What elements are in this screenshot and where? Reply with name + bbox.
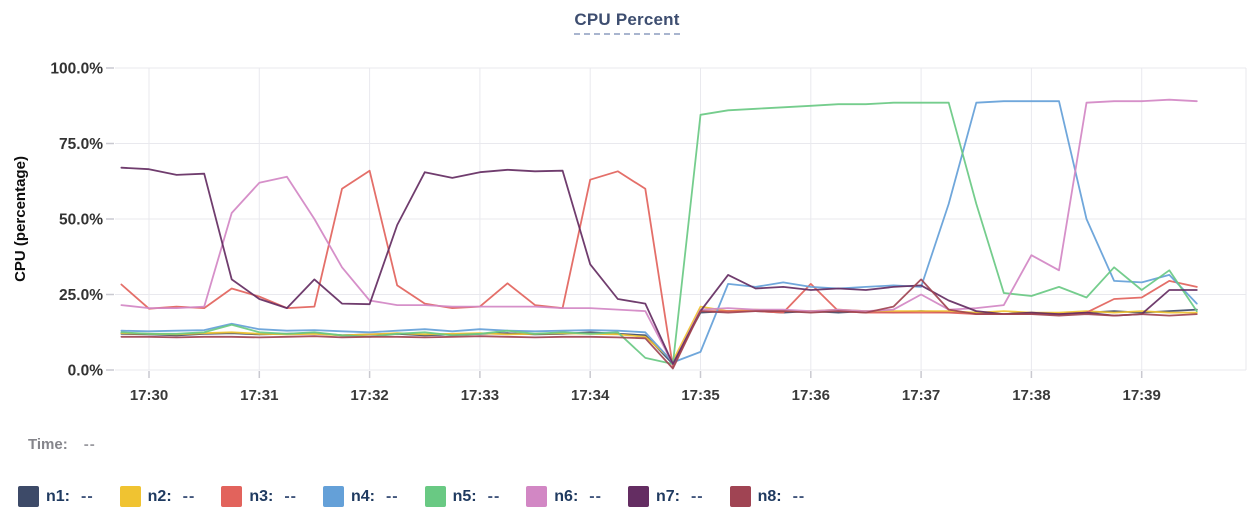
x-tick-label: 17:35 <box>681 387 719 404</box>
time-readout: Time: -- <box>28 436 96 453</box>
legend-swatch-icon <box>627 486 649 507</box>
y-tick-label: 75.0% <box>59 136 103 153</box>
legend-item-n7[interactable]: n7: -- <box>627 486 704 507</box>
series-line-n4[interactable] <box>120 100 1198 364</box>
legend-value: -- <box>487 487 501 505</box>
y-tick-label: 50.0% <box>59 212 103 229</box>
legend-item-n5[interactable]: n5: -- <box>424 486 501 507</box>
legend-value: -- <box>589 487 602 505</box>
legend-value: -- <box>182 487 196 505</box>
y-tick-label: 100.0% <box>50 61 103 78</box>
chart-title[interactable]: CPU Percent <box>574 10 680 35</box>
x-tick-label: 17:36 <box>792 387 830 404</box>
x-tick-label: 17:32 <box>350 387 388 404</box>
x-tick-label: 17:31 <box>240 387 278 404</box>
legend-label: n3: <box>249 487 274 505</box>
legend-item-n2[interactable]: n2: -- <box>119 486 196 507</box>
legend-item-n1[interactable]: n1: -- <box>18 486 94 507</box>
legend-value: -- <box>690 487 704 505</box>
legend-swatch-icon <box>729 486 751 507</box>
cpu-line-chart[interactable]: 0.0% 25.0% 50.0% 75.0% 100.0% 17:30 17:31 17:32… <box>0 40 1254 436</box>
legend-value: -- <box>284 487 297 505</box>
legend-swatch-icon <box>424 486 446 507</box>
legend-swatch-icon <box>221 486 243 507</box>
y-tick-label: 0.0% <box>68 363 104 380</box>
y-tick-label: 25.0% <box>59 287 103 304</box>
legend-label: n8: <box>757 487 782 505</box>
series-line-n2[interactable] <box>120 305 1198 362</box>
legend-label: n1: <box>46 487 70 505</box>
legend-item-n6[interactable]: n6: -- <box>526 486 602 507</box>
x-tick-label: 17:33 <box>461 387 499 404</box>
legend-label: n2: <box>147 487 172 505</box>
legend-value: -- <box>792 487 806 505</box>
legend-item-n8[interactable]: n8: -- <box>729 486 806 507</box>
time-value: -- <box>83 436 96 453</box>
legend-value: -- <box>81 487 94 505</box>
legend-label: n5: <box>452 487 477 505</box>
legend-swatch-icon <box>526 486 548 507</box>
x-tick-label: 17:38 <box>1012 387 1050 404</box>
legend-label: n4: <box>350 487 375 505</box>
time-label: Time: <box>28 436 68 453</box>
x-tick-label: 17:30 <box>130 387 168 404</box>
legend-item-n3[interactable]: n3: -- <box>221 486 297 507</box>
legend-value: -- <box>385 487 399 505</box>
series-line-n5[interactable] <box>120 101 1198 365</box>
legend-label: n7: <box>655 487 680 505</box>
legend-label: n6: <box>554 487 579 505</box>
series-line-n6[interactable] <box>120 98 1198 365</box>
chart-header: CPU Percent <box>0 10 1254 35</box>
legend-swatch-icon <box>322 486 344 507</box>
chart-legend: n1: -- n2: -- n3: -- n4: -- n5: -- n6: -- n7: -- n8: -- <box>18 486 831 507</box>
y-axis-title: CPU (percentage) <box>12 156 29 282</box>
x-tick-label: 17:37 <box>902 387 940 404</box>
legend-swatch-icon <box>18 486 39 507</box>
legend-item-n4[interactable]: n4: -- <box>322 486 399 507</box>
legend-swatch-icon <box>119 486 141 507</box>
x-tick-label: 17:39 <box>1123 387 1161 404</box>
series-line-n8[interactable] <box>120 278 1198 370</box>
x-tick-label: 17:34 <box>571 387 610 404</box>
